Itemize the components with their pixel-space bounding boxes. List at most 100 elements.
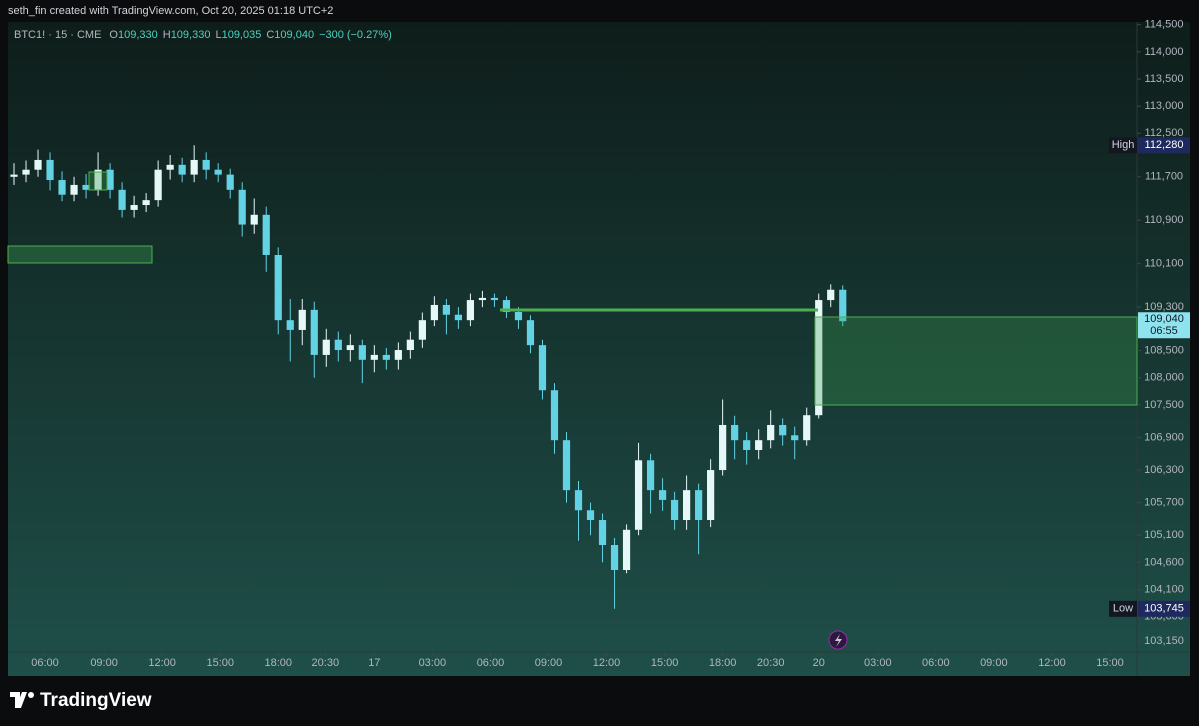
y-tick-label: 110,900 (1145, 214, 1184, 226)
brand-logo-dot (28, 692, 34, 698)
header: seth_fin created with TradingView.com, O… (8, 5, 333, 17)
candle-body (490, 297, 499, 301)
candle-body (779, 424, 787, 436)
candle-body (755, 440, 763, 450)
candle-body (610, 545, 619, 570)
y-tick-label: 108,000 (1144, 372, 1184, 384)
x-tick-label: 12:00 (148, 657, 176, 669)
candle-body (514, 312, 523, 321)
x-tick-label: 09:00 (90, 657, 118, 669)
x-tick-label: 15:00 (206, 657, 234, 669)
candle-body (214, 169, 222, 175)
legend-value: 109,040 (274, 29, 314, 41)
candle-body (695, 490, 703, 521)
y-tick-label: 109,300 (1144, 301, 1184, 313)
candle-body (346, 345, 354, 351)
candle-body (442, 304, 450, 315)
x-tick-label: 18:00 (264, 657, 292, 669)
candle-body (106, 169, 114, 190)
candle-body (154, 169, 162, 201)
legend-value: 109,330 (171, 29, 211, 41)
candle-body (827, 289, 835, 301)
candle-body (622, 529, 631, 570)
candle-body (22, 169, 30, 175)
candle-body (478, 297, 487, 301)
candle-body (598, 520, 607, 546)
legend-key: O (109, 29, 118, 41)
candle-body (454, 314, 463, 321)
x-tick-label: 03:00 (419, 657, 447, 669)
y-tick-label: 104,100 (1144, 583, 1184, 595)
candle-body (394, 350, 402, 360)
candle-body (815, 300, 823, 416)
x-tick-label: 15:00 (1096, 657, 1124, 669)
countdown: 06:55 (1150, 325, 1178, 337)
y-tick-label: 114,500 (1145, 19, 1184, 31)
x-tick-label: 06:00 (922, 657, 950, 669)
candle-body (743, 440, 751, 450)
brand: TradingView (10, 690, 152, 711)
y-tick-label: 104,600 (1144, 556, 1184, 568)
candle-body (274, 254, 282, 321)
y-tick-label: 106,300 (1144, 464, 1184, 476)
candle-body (707, 470, 715, 521)
x-tick-label: 12:00 (593, 657, 621, 669)
candle-body (142, 200, 150, 206)
change-pct: (−0.27%) (347, 29, 392, 41)
candle-body (791, 435, 799, 441)
candle-body (839, 289, 847, 322)
candle-body (646, 460, 655, 491)
candle-body (46, 159, 54, 181)
candle-body (202, 159, 210, 170)
x-tick-label: 09:00 (980, 657, 1008, 669)
candle-body (670, 499, 679, 521)
x-tick-label: 20:30 (312, 657, 340, 669)
candle-body (58, 180, 66, 195)
candle-body (262, 214, 270, 255)
x-tick-label: 06:00 (477, 657, 505, 669)
candle-body (322, 339, 330, 355)
marker-name: High (1112, 139, 1135, 151)
y-tick-label: 106,900 (1144, 431, 1184, 443)
y-tick-label: 105,100 (1144, 529, 1184, 541)
y-tick-label: 108,500 (1144, 344, 1184, 356)
candle-body (226, 174, 234, 190)
legend-value: 109,035 (222, 29, 262, 41)
x-tick-label: 20 (813, 657, 825, 669)
legend-key: C (266, 29, 274, 41)
marker-value-box (1138, 600, 1190, 617)
candle-body (178, 164, 186, 175)
x-tick-label: 15:00 (651, 657, 679, 669)
candle-body (634, 460, 643, 530)
y-tick-label: 105,700 (1144, 497, 1184, 509)
last-price-box (1138, 312, 1190, 339)
candle-body (166, 164, 174, 170)
x-tick-label: 03:00 (864, 657, 892, 669)
candle-body (658, 490, 667, 500)
candle-body (430, 304, 438, 321)
candle-body (358, 345, 366, 360)
candle-body (418, 320, 426, 340)
candle-body (586, 510, 595, 521)
candle-body (382, 354, 390, 360)
candle-body (286, 320, 294, 330)
candle-body (298, 309, 306, 330)
zone (814, 316, 1138, 406)
candle-body (682, 490, 691, 521)
candle-body (550, 390, 559, 441)
candle-body (310, 309, 318, 355)
candle-body (250, 214, 258, 225)
x-tick-label: 18:00 (709, 657, 737, 669)
marker-value: 112,280 (1145, 139, 1184, 151)
legend-key: L (215, 29, 221, 41)
candle-body (238, 189, 246, 225)
candle-body (719, 424, 727, 471)
candle-body (130, 205, 138, 210)
candle-body (70, 184, 78, 195)
brand-name: TradingView (40, 690, 152, 711)
candle-body (466, 300, 475, 321)
marker-name-box (1109, 137, 1137, 154)
x-tick-label: 12:00 (1038, 657, 1066, 669)
